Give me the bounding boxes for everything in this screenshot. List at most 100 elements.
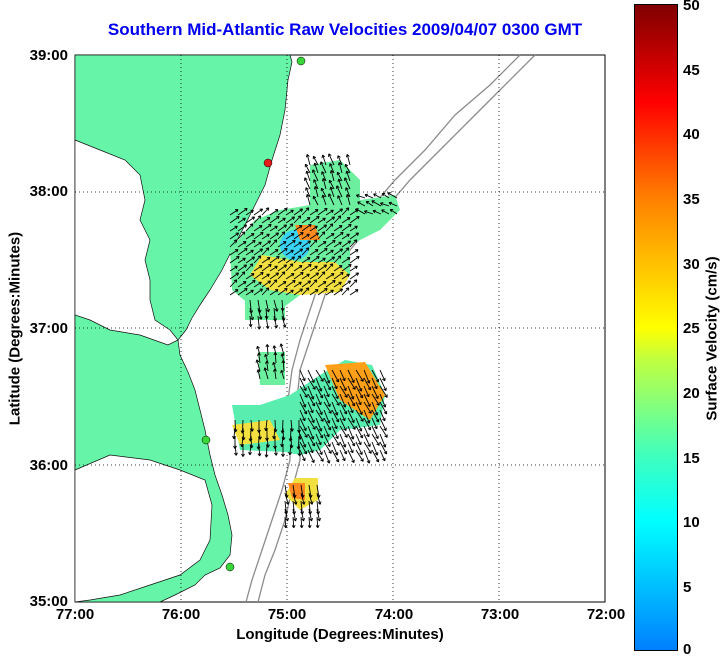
velocity-arrow [333, 272, 344, 280]
velocity-arrowhead [268, 223, 272, 228]
velocity-arrowhead [289, 263, 294, 267]
velocity-arrow [309, 225, 318, 232]
velocity-arrowhead [324, 207, 328, 212]
velocity-arrow [292, 492, 297, 505]
velocity-arrowhead [288, 451, 292, 456]
velocity-arrow [269, 265, 278, 272]
velocity-arrowhead [274, 325, 278, 329]
velocity-arrowhead [332, 239, 336, 244]
velocity-arrowhead [265, 325, 270, 329]
velocity-arrow [237, 288, 248, 296]
velocity-arrowhead [259, 208, 264, 212]
velocity-arrow [234, 443, 237, 456]
velocity-arrow [317, 224, 327, 232]
velocity-arrow [331, 433, 340, 446]
velocity-arrow [331, 449, 339, 463]
velocity-vectors [229, 153, 398, 529]
velocity-arrow [269, 225, 278, 232]
station-marker [296, 56, 306, 66]
velocity-arrow [307, 409, 315, 423]
velocity-arrow [363, 393, 371, 407]
velocity-arrow [349, 289, 359, 296]
velocity-arrow [245, 263, 254, 272]
velocity-arrow [256, 359, 261, 372]
velocity-arrowhead [327, 426, 332, 431]
velocity-arrowhead [345, 247, 350, 251]
velocity-arrow [293, 281, 302, 288]
velocity-arrow [309, 272, 319, 280]
velocity-arrow [265, 307, 268, 319]
colorbar-tick: 40 [683, 126, 700, 143]
velocity-arrow [331, 409, 339, 423]
velocity-arrow [301, 273, 310, 280]
velocity-arrow [265, 419, 268, 431]
velocity-arrowhead [313, 186, 318, 190]
velocity-arrow [339, 385, 348, 398]
velocity-arrowhead [301, 518, 305, 522]
y-tick-label: 35:00 [29, 593, 68, 610]
colorbar-tick: 35 [683, 191, 700, 208]
velocity-arrow [261, 207, 270, 216]
velocity-arrowhead [324, 247, 328, 252]
velocity-arrow [346, 170, 351, 182]
velocity-arrow [315, 441, 323, 455]
velocity-arrowhead [381, 209, 385, 213]
velocity-arrow [314, 186, 319, 198]
velocity-arrowhead [304, 434, 308, 438]
velocity-arrowhead [360, 418, 364, 422]
velocity-arrow [317, 217, 326, 224]
velocity-arrow [261, 287, 270, 296]
velocity-arrowhead [327, 403, 331, 407]
velocity-arrowhead [275, 272, 280, 276]
velocity-arrowhead [314, 209, 319, 213]
velocity-arrowhead [279, 343, 284, 347]
velocity-arrow [309, 216, 320, 224]
velocity-arrowhead [234, 452, 238, 456]
velocity-arrow [301, 233, 310, 240]
velocity-arrow [321, 171, 327, 182]
velocity-arrowhead [310, 396, 315, 400]
velocity-arrow [237, 271, 246, 280]
velocity-arrow [371, 377, 378, 389]
velocity-arrow [341, 240, 351, 248]
velocity-arrowhead [234, 265, 238, 270]
velocity-arrowhead [339, 288, 344, 292]
velocity-arrowhead [267, 240, 272, 244]
velocity-arrow [257, 435, 260, 450]
velocity-arrowhead [257, 255, 262, 259]
velocity-arrow [317, 208, 328, 216]
velocity-arrowhead [281, 453, 285, 457]
velocity-arrowhead [373, 193, 377, 197]
velocity-arrow [325, 209, 334, 216]
velocity-arrow [299, 417, 307, 431]
velocity-arrowhead [313, 179, 317, 183]
velocity-arrow [331, 417, 338, 429]
velocity-arrowhead [290, 233, 295, 237]
velocity-arrow [317, 271, 326, 280]
velocity-arrow [237, 208, 248, 216]
velocity-arrow [331, 385, 339, 399]
velocity-arrowhead [313, 162, 318, 167]
velocity-arrow [337, 195, 343, 206]
velocity-arrow [325, 273, 335, 280]
velocity-arrow [307, 425, 314, 440]
velocity-arrow [333, 232, 344, 240]
velocity-arrow [277, 224, 287, 232]
velocity-arrowhead [266, 273, 270, 278]
velocity-arrow [234, 419, 237, 433]
velocity-arrow [293, 215, 302, 224]
velocity-arrowhead [342, 444, 347, 448]
velocity-arrowhead [299, 208, 304, 212]
velocity-arrow [355, 409, 364, 422]
velocity-arrowhead [315, 272, 320, 276]
velocity-arrow [364, 194, 374, 199]
velocity-arrowhead [234, 289, 239, 293]
velocity-arrow [339, 425, 348, 438]
velocity-arrowhead [327, 386, 332, 391]
velocity-arrowhead [315, 524, 320, 529]
velocity-arrow [355, 393, 362, 405]
velocity-arrow [347, 417, 356, 430]
velocity-arrow [284, 500, 287, 515]
velocity-arrowhead [346, 217, 351, 221]
velocity-arrow [379, 433, 386, 448]
